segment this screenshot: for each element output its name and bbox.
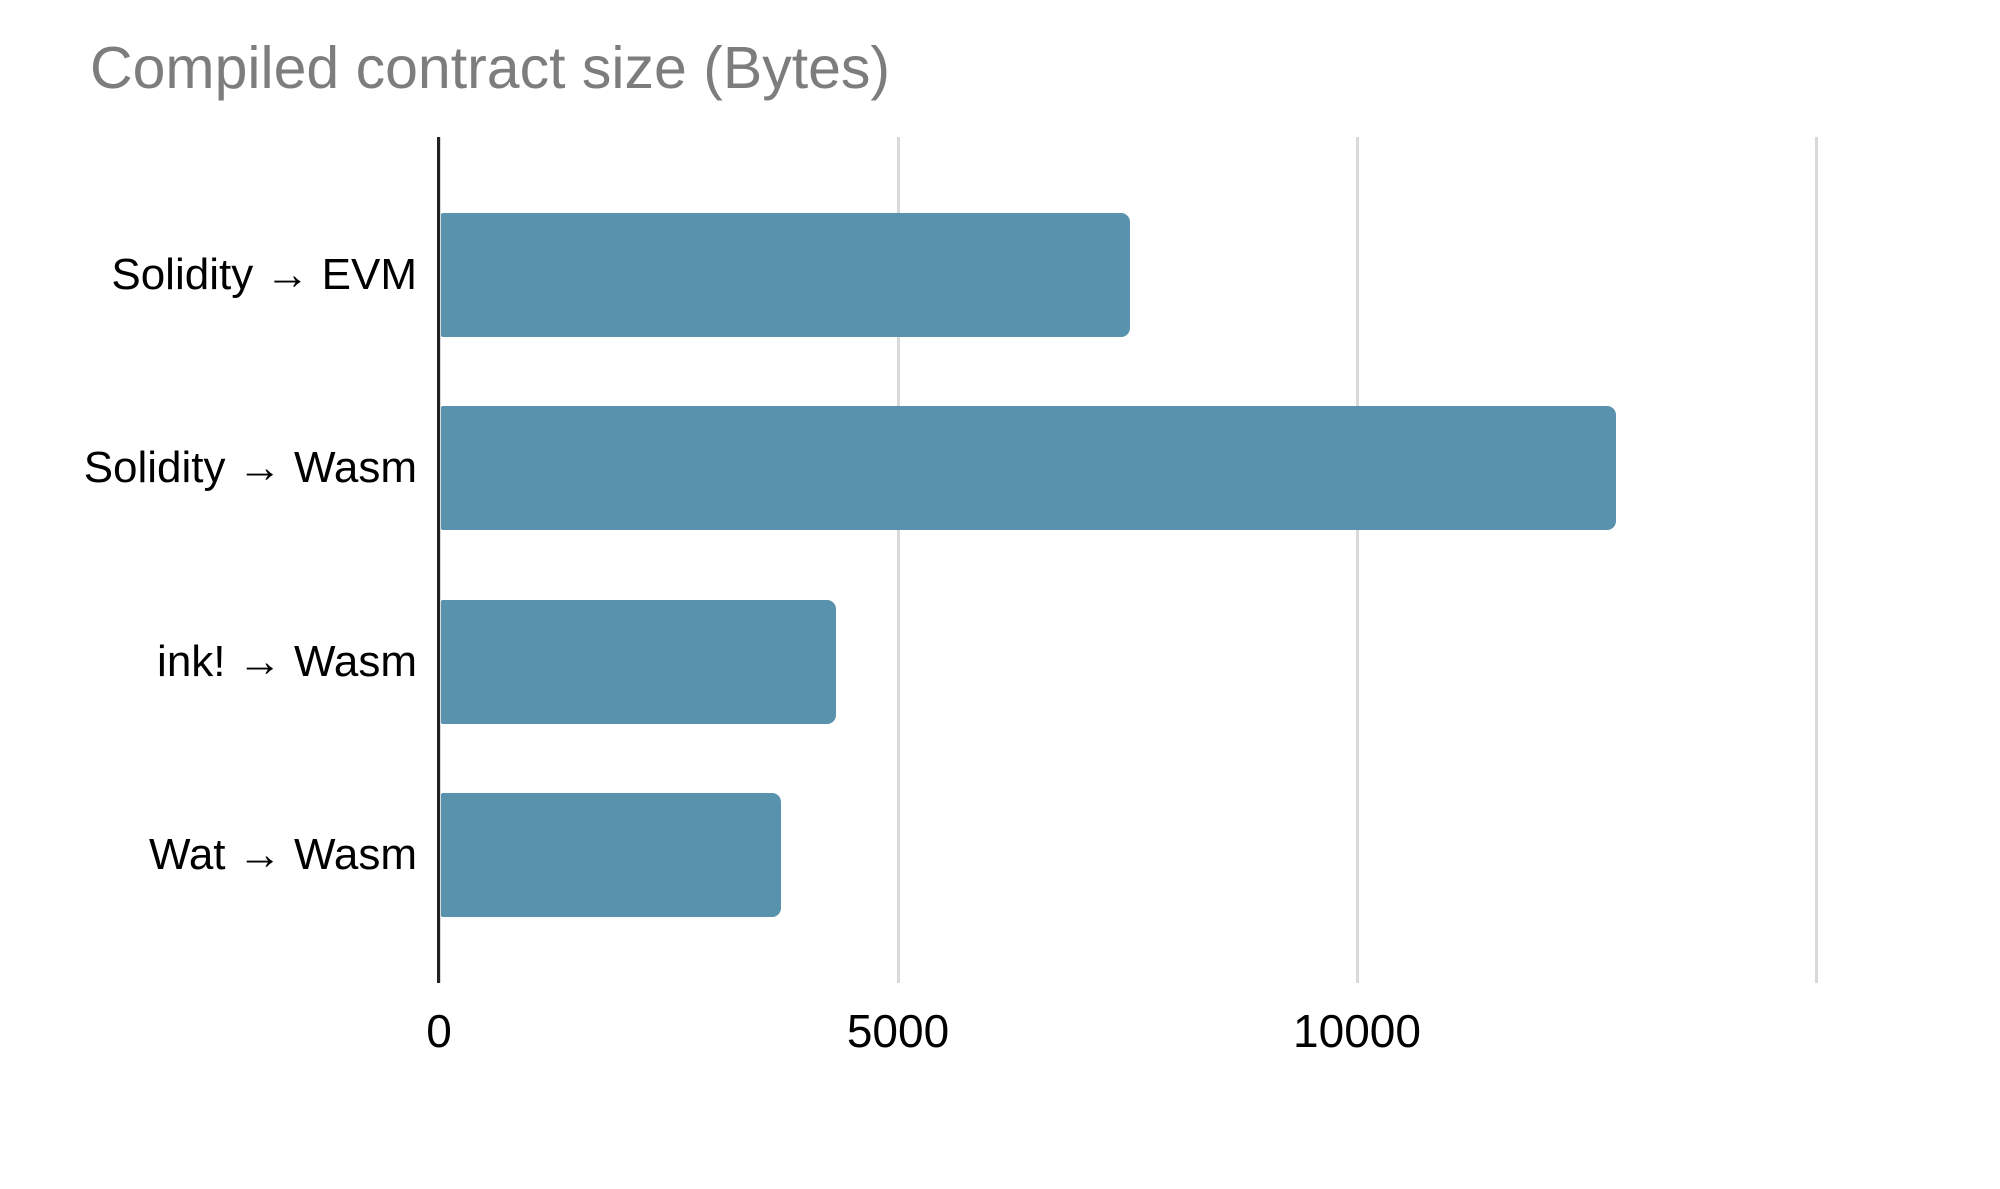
x-tick-label: 10000 <box>1293 1005 1421 1057</box>
bar <box>441 793 781 918</box>
gridline-15000 <box>1814 137 1818 983</box>
x-tick-label: 0 <box>426 1005 452 1057</box>
gridline-5000 <box>896 137 900 983</box>
category-label: Solidity → EVM <box>111 250 417 299</box>
bar <box>441 406 1617 531</box>
gridline-10000 <box>1355 137 1359 983</box>
x-tick-label: 5000 <box>846 1005 950 1057</box>
bar <box>441 599 836 724</box>
category-label: Solidity → Wasm <box>83 443 417 493</box>
category-label: Wat → Wasm <box>148 830 417 880</box>
category-label: ink! → Wasm <box>157 636 417 686</box>
bar <box>441 213 1130 337</box>
chart-title: Compiled contract size (Bytes) <box>90 35 891 101</box>
y-axis-line <box>437 137 440 983</box>
